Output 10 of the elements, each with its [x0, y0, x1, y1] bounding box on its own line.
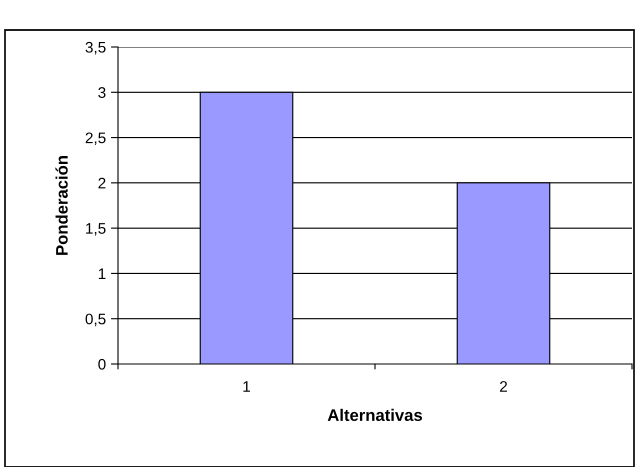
y-tick-label: 2,5 [86, 132, 106, 146]
y-tick-label: 1,5 [86, 223, 106, 236]
x-axis-title: Alternativas [328, 408, 422, 422]
y-tick-label: 0,5 [86, 314, 106, 326]
y-tick-label: 2 [98, 178, 106, 188]
y-tick-label: 1 [98, 268, 106, 279]
y-tick-label: 3 [98, 87, 106, 98]
y-tick-label: 3,5 [86, 42, 106, 54]
y-axis-title: Ponderación [55, 156, 68, 255]
y-tick-label: 0 [98, 358, 106, 370]
